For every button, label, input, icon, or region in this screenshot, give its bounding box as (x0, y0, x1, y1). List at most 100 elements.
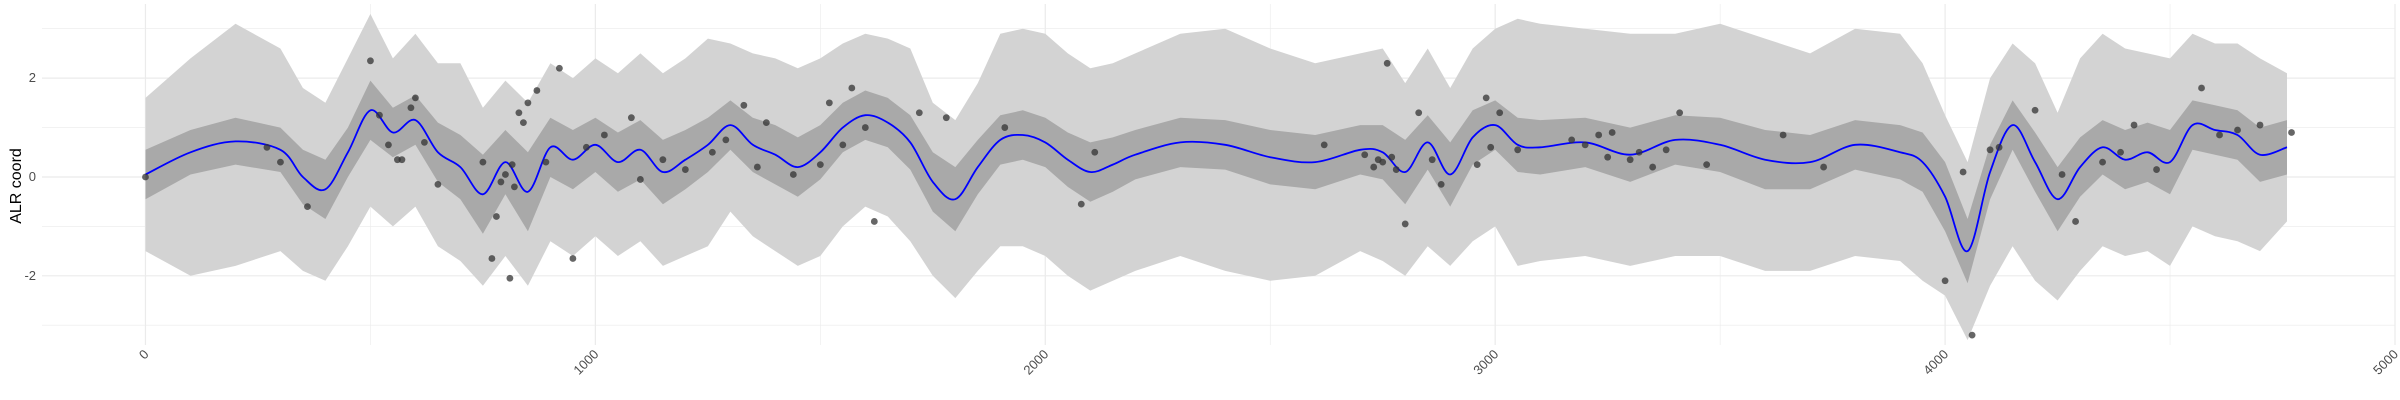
observation-point (582, 143, 590, 151)
observation-point (1514, 146, 1522, 154)
observation-point (2130, 121, 2138, 129)
observation-point (493, 213, 500, 220)
observation-point (825, 99, 833, 107)
observation-point (2058, 171, 2066, 178)
observation-point (708, 148, 716, 156)
observation-point (1392, 166, 1400, 173)
y-tick-label: -2 (24, 268, 36, 283)
observation-point (1635, 148, 1643, 156)
observation-point (2234, 126, 2241, 134)
observation-point (2153, 166, 2160, 173)
observation-point (839, 141, 847, 149)
observation-point (1473, 161, 1481, 169)
observation-point (1091, 148, 1099, 156)
observation-point (1383, 59, 1391, 67)
observation-point (385, 141, 392, 149)
observation-point (1482, 94, 1490, 102)
observation-point (555, 64, 563, 72)
observation-point (508, 161, 516, 169)
observation-point (2072, 218, 2079, 225)
observation-point (1995, 143, 2003, 151)
observation-point (510, 183, 518, 191)
observation-point (1608, 129, 1616, 136)
observation-point (1649, 163, 1657, 171)
observation-point (1779, 131, 1787, 139)
observation-point (1001, 124, 1009, 131)
observation-point (1487, 143, 1495, 151)
mean-line (145, 109, 2288, 253)
observation-point (2216, 131, 2223, 139)
observation-point (412, 94, 419, 102)
y-tick-label: 0 (29, 169, 36, 184)
observation-point (1986, 146, 1994, 154)
observation-point (1437, 180, 1445, 188)
observation-point (1370, 163, 1378, 171)
observation-point (304, 203, 311, 211)
x-tick-label: 5000 (2370, 347, 2400, 378)
observation-point (1320, 141, 1328, 149)
observation-point (569, 255, 577, 262)
observation-point (421, 138, 428, 146)
observation-point (524, 99, 532, 107)
observation-point (627, 114, 635, 122)
x-tick-label: 4000 (1920, 347, 1951, 378)
observation-point (1703, 161, 1711, 169)
x-tick-label: 3000 (1470, 347, 1501, 378)
observation-point (1968, 331, 1976, 339)
observation-point (497, 178, 505, 186)
observation-point (1415, 109, 1423, 117)
y-tick-label: 2 (29, 70, 36, 85)
observation-point (942, 114, 950, 122)
inner-interval-band (145, 80, 2287, 284)
observation-point (2256, 121, 2264, 129)
observation-point (681, 166, 689, 173)
observation-point (1626, 156, 1634, 164)
observation-point (816, 161, 824, 169)
observation-point (659, 156, 667, 164)
observation-point (1077, 200, 1085, 208)
observation-point (1662, 146, 1670, 154)
x-axis-tick-labels: 0 1000 2000 3000 4000 5000 (136, 347, 2400, 378)
observation-point (2031, 106, 2039, 114)
observation-point (263, 143, 271, 151)
observation-point (1568, 136, 1576, 144)
observation-point (506, 274, 514, 282)
observation-point (488, 255, 496, 262)
observation-point (1604, 153, 1612, 161)
observation-point (2117, 148, 2124, 156)
observation-point (367, 57, 374, 65)
x-tick-label: 2000 (1020, 347, 1051, 378)
observation-point (1820, 163, 1828, 171)
observation-point (753, 163, 761, 171)
observation-point (2198, 84, 2205, 92)
observation-point (1401, 220, 1409, 228)
observation-point (1496, 109, 1504, 117)
observation-point (2099, 158, 2106, 166)
observation-point (848, 84, 856, 92)
observation-point (142, 173, 149, 181)
observation-points-layer (142, 57, 2295, 339)
observation-point (1581, 141, 1589, 149)
observation-point (434, 180, 442, 188)
observation-point (1941, 277, 1949, 285)
observation-point (1361, 151, 1369, 159)
observation-point (789, 171, 797, 178)
observation-point (277, 158, 284, 166)
observation-point (915, 109, 923, 117)
observation-point (533, 87, 541, 94)
x-tick-label: 0 (136, 347, 152, 363)
observation-point (740, 101, 748, 109)
observation-point (1676, 109, 1684, 117)
observation-point (1959, 168, 1967, 176)
observation-point (2288, 129, 2295, 136)
observation-point (762, 119, 770, 127)
observation-point (519, 119, 527, 127)
x-tick-label: 1000 (570, 347, 601, 378)
observation-point (1595, 131, 1603, 139)
observation-point (1428, 156, 1436, 164)
observation-point (515, 109, 523, 117)
y-axis-title: ALR coord (8, 148, 25, 224)
inner-interval-band-layer (145, 80, 2287, 284)
observation-point (398, 156, 406, 164)
